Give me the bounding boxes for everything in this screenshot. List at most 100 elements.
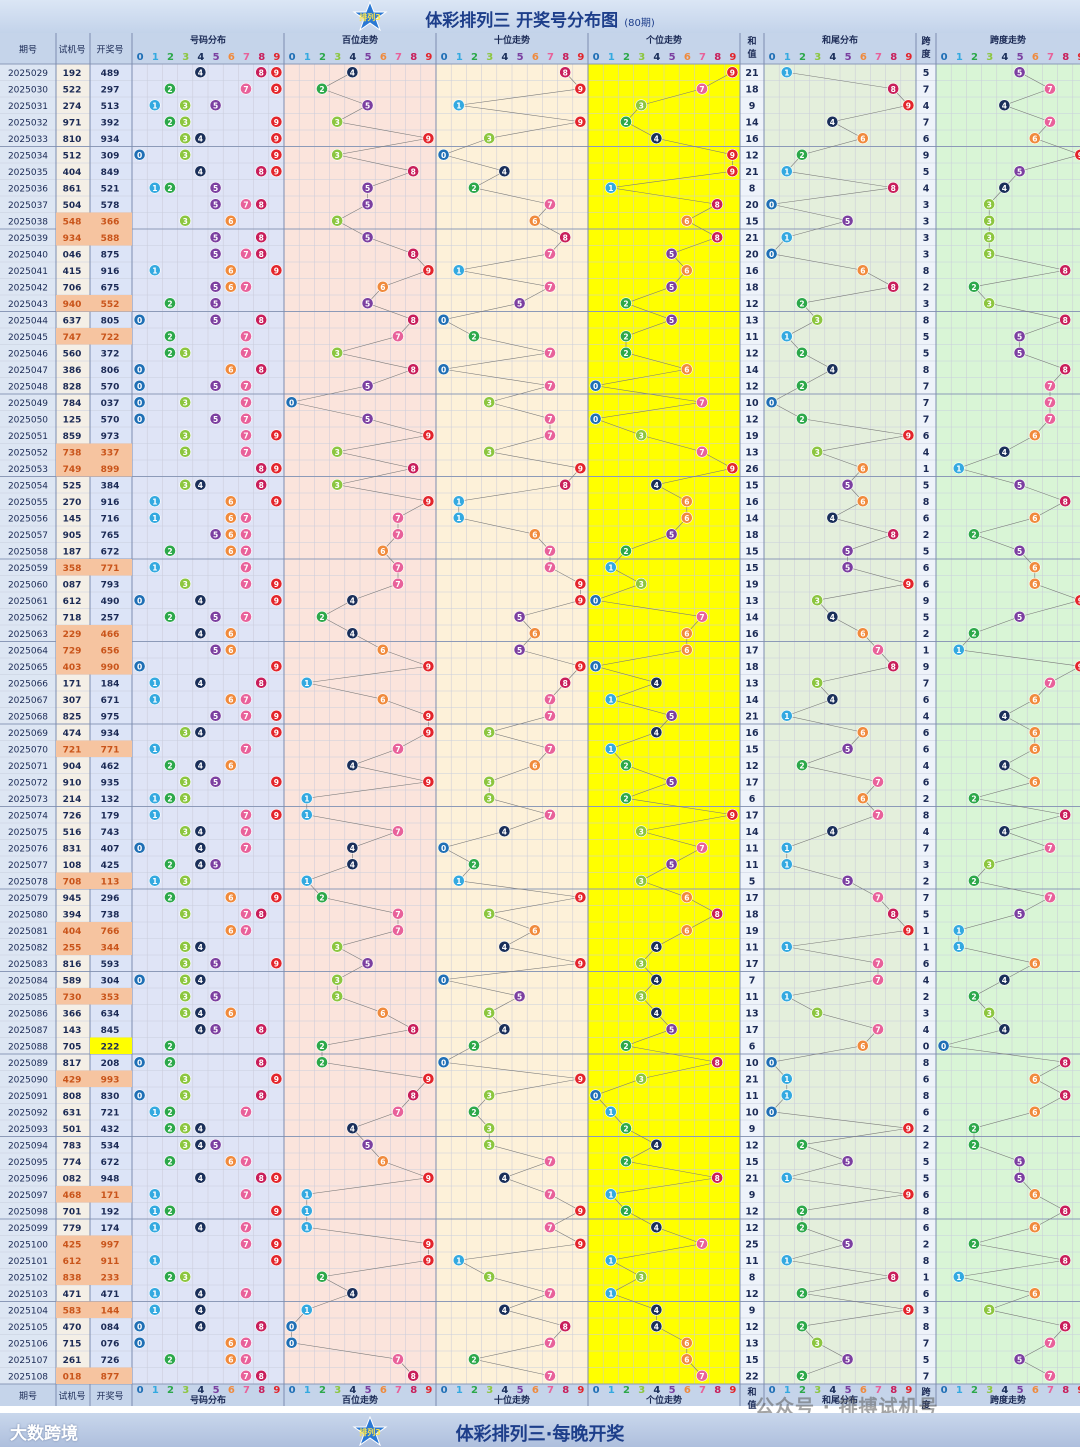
row-35-span-ball-label: 1 [956,646,961,655]
row-76-trial: 470 [63,1323,82,1333]
row-23-period: 2025052 [8,448,48,458]
row-0-dist-9-label: 9 [274,68,279,77]
row-4-units-ball-label: 4 [654,134,659,143]
units-digit-4: 4 [653,52,660,63]
row-8-dist-5 [209,198,222,211]
row-47-dist-0-label: 0 [137,844,142,853]
hundreds-digit-8: 8 [410,52,417,63]
row-25-hundreds-ball-label: 3 [335,481,340,490]
row-78-tens-ball-label: 2 [471,1355,476,1364]
row-56-sumtail-ball-label: 1 [784,992,789,1001]
row-3-span-ball-label: 7 [1047,118,1052,127]
sum-header-bottom: 值 [747,48,756,60]
row-32-sumtail-ball-label: 3 [815,596,820,605]
row-6-hundreds-ball [407,165,420,178]
row-28-tens-ball [528,528,541,541]
row-63-hundreds-ball [392,1105,404,1118]
row-57-tens-ball-label: 3 [487,1009,492,1018]
row-17-dist-7-label: 7 [243,349,248,358]
row-51-dist-8 [255,907,268,920]
row-77-units-ball-label: 6 [684,1339,689,1348]
row-75-dist-4 [194,1303,207,1316]
row-43-span-ball [1028,775,1041,788]
row-55-number: 304 [101,976,120,986]
row-66-span-ball [1013,1155,1026,1168]
row-43-trial: 910 [63,778,82,788]
row-78-units-ball [680,1353,693,1366]
footer-hundreds-digit-6: 6 [380,1385,387,1396]
row-72-trial: 612 [63,1257,82,1267]
row-38-sumtail-ball [826,693,839,706]
row-15-span: 8 [923,315,930,326]
row-21-dist-0-label: 0 [137,415,142,424]
footer-tens-digit-1: 1 [456,1385,463,1396]
hundreds-digit-7: 7 [395,52,402,63]
row-43-tens-ball-label: 3 [487,778,492,787]
row-77-dist-6 [224,1336,237,1349]
row-11-span: 3 [923,249,930,260]
row-12-dist-1 [148,264,161,277]
row-51-units-ball [711,907,724,920]
row-12-dist-9-label: 9 [274,266,279,275]
row-3-number: 392 [101,118,120,128]
row-47-dist-4-label: 4 [198,844,203,853]
row-12-span-ball-label: 8 [1063,266,1068,275]
row-10-units-ball-label: 8 [715,233,720,242]
row-73-span-ball-label: 1 [956,1273,961,1282]
footer-winning-header: 开奖号 [96,1390,123,1402]
row-67-units-ball [711,1171,724,1184]
row-24-sumtail-ball [856,462,869,475]
row-77-span-ball [1044,1336,1056,1349]
row-30-span-ball-label: 6 [1032,563,1037,572]
row-43-sumtail-ball [872,775,884,788]
row-15-sum: 13 [745,315,758,326]
row-17-dist-3-label: 3 [183,349,188,358]
row-62-units-ball-label: 0 [593,1091,598,1100]
row-15-number: 805 [101,316,120,326]
row-8-sum: 20 [745,200,759,211]
row-43-number: 935 [101,778,120,788]
row-2-span-ball-label: 4 [1002,101,1007,110]
row-63-tens-ball-label: 2 [471,1108,476,1117]
row-77-dist-0-label: 0 [137,1339,142,1348]
row-29-dist-2-label: 2 [167,547,172,556]
row-28-dist-5-label: 5 [213,530,218,539]
row-36-span-ball [1074,660,1080,673]
row-72-number: 911 [101,1257,120,1267]
row-3-dist-3 [179,115,192,128]
row-66-units-ball-label: 2 [623,1157,628,1166]
row-65-dist-5 [209,1138,222,1151]
row-8-tens-ball [544,198,556,211]
row-7-tens-ball [468,181,480,194]
row-18-span-ball-label: 8 [1063,365,1068,374]
row-2-sumtail-ball [902,99,915,112]
row-20-sumtail-ball-label: 0 [769,398,774,407]
row-12-sumtail-ball [856,264,869,277]
row-73-span-ball [952,1270,965,1283]
row-40-dist-9-label: 9 [274,728,279,737]
row-27-units-ball [680,511,693,524]
row-45-span-ball-label: 8 [1063,811,1068,820]
row-79-span-ball-label: 7 [1047,1372,1052,1381]
row-60-span-ball-label: 8 [1063,1058,1068,1067]
row-14-dist-2-label: 2 [167,299,172,308]
row-17-sum: 12 [745,348,758,359]
row-11-tens-ball-label: 7 [547,250,552,259]
row-14-dist-5 [209,297,222,310]
row-51-hundreds-ball-label: 7 [395,910,400,919]
row-37-dist-4-label: 4 [198,679,203,688]
row-65-hundreds-ball-label: 5 [365,1141,370,1150]
row-49-dist-1 [148,874,161,887]
row-40-period: 2025069 [8,729,48,739]
row-61-span-ball [1028,1072,1041,1085]
row-13-trial: 706 [63,283,82,293]
row-3-units-ball-label: 2 [623,118,628,127]
row-50-tens-ball-label: 9 [578,893,583,902]
row-72-span-ball-label: 8 [1063,1256,1068,1265]
row-73-dist-3-label: 3 [183,1273,188,1282]
row-57-sumtail-ball-label: 3 [815,1009,820,1018]
row-6-units-ball-label: 9 [730,167,735,176]
row-48-units-ball [665,858,678,871]
row-16-trial-highlight [56,328,90,345]
row-40-sumtail-ball [856,726,869,739]
